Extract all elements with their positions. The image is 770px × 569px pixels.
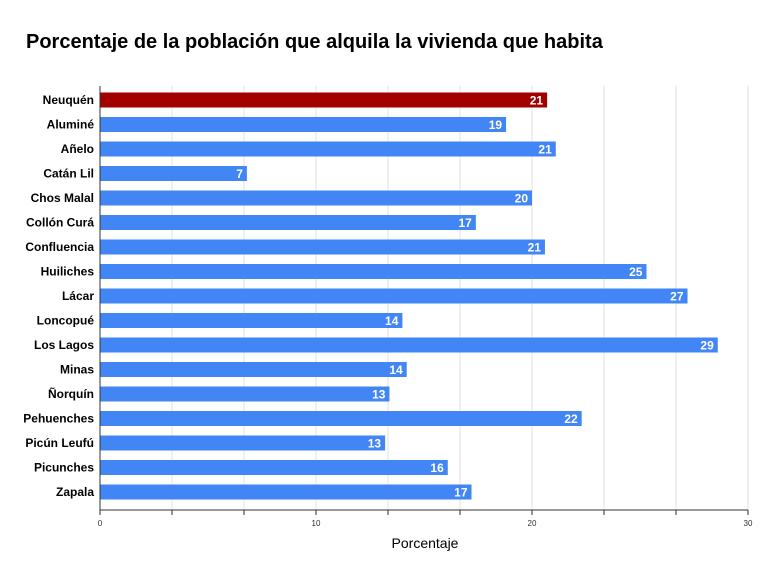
- category-label: Zapala: [56, 485, 94, 499]
- category-label: Confluencia: [25, 240, 94, 254]
- data-label: 21: [530, 94, 544, 108]
- bar: [100, 166, 247, 181]
- bar: [100, 141, 556, 157]
- category-label: Añelo: [61, 142, 94, 156]
- category-label: Picunches: [34, 461, 94, 475]
- bar: [100, 337, 718, 353]
- bar: [100, 264, 647, 279]
- bar: [100, 386, 390, 402]
- category-label: Huiliches: [41, 265, 95, 279]
- chart-title: Porcentaje de la población que alquila l…: [26, 31, 604, 53]
- bar: [100, 92, 548, 108]
- category-label: Lácar: [62, 289, 94, 303]
- data-label: 14: [389, 363, 403, 377]
- x-tick-label: 20: [528, 519, 537, 528]
- x-tick-label: 10: [312, 519, 321, 528]
- data-label: 14: [385, 314, 399, 328]
- data-label: 13: [368, 437, 382, 451]
- category-label: Minas: [60, 363, 94, 377]
- data-label: 19: [489, 118, 503, 132]
- bar: [100, 288, 688, 304]
- category-label: Pehuenches: [23, 412, 94, 426]
- x-tick-label: 0: [98, 519, 103, 528]
- category-label: Loncopué: [37, 314, 95, 328]
- bar: [100, 117, 507, 132]
- bar: [100, 435, 386, 451]
- x-tick-label: 30: [744, 519, 753, 528]
- bar: [100, 190, 532, 206]
- category-label: Collón Curá: [26, 216, 94, 230]
- data-label: 21: [538, 143, 552, 157]
- category-label: Catán Lil: [43, 167, 94, 181]
- category-label: Picún Leufú: [25, 436, 94, 450]
- data-label: 21: [528, 241, 542, 255]
- data-label: 29: [700, 339, 714, 353]
- bar: [100, 215, 476, 230]
- category-label: Los Lagos: [34, 338, 94, 352]
- data-label: 22: [564, 412, 578, 426]
- x-axis-label: Porcentaje: [392, 535, 459, 551]
- data-label: 20: [515, 192, 529, 206]
- data-label: 16: [430, 461, 444, 475]
- data-label: 17: [454, 486, 468, 500]
- data-label: 7: [236, 167, 243, 181]
- bar: [100, 362, 407, 377]
- bar: [100, 484, 472, 500]
- category-label: Aluminé: [47, 118, 95, 132]
- data-label: 27: [670, 290, 684, 304]
- bar: [100, 411, 582, 426]
- data-label: 13: [372, 388, 386, 402]
- data-label: 25: [629, 265, 643, 279]
- data-label: 17: [458, 216, 472, 230]
- bar: [100, 313, 403, 328]
- category-label: Chos Malal: [31, 191, 94, 205]
- bar: [100, 460, 448, 475]
- category-label: Ñorquín: [48, 386, 94, 401]
- bar: [100, 239, 545, 255]
- category-label: Neuquén: [43, 93, 94, 107]
